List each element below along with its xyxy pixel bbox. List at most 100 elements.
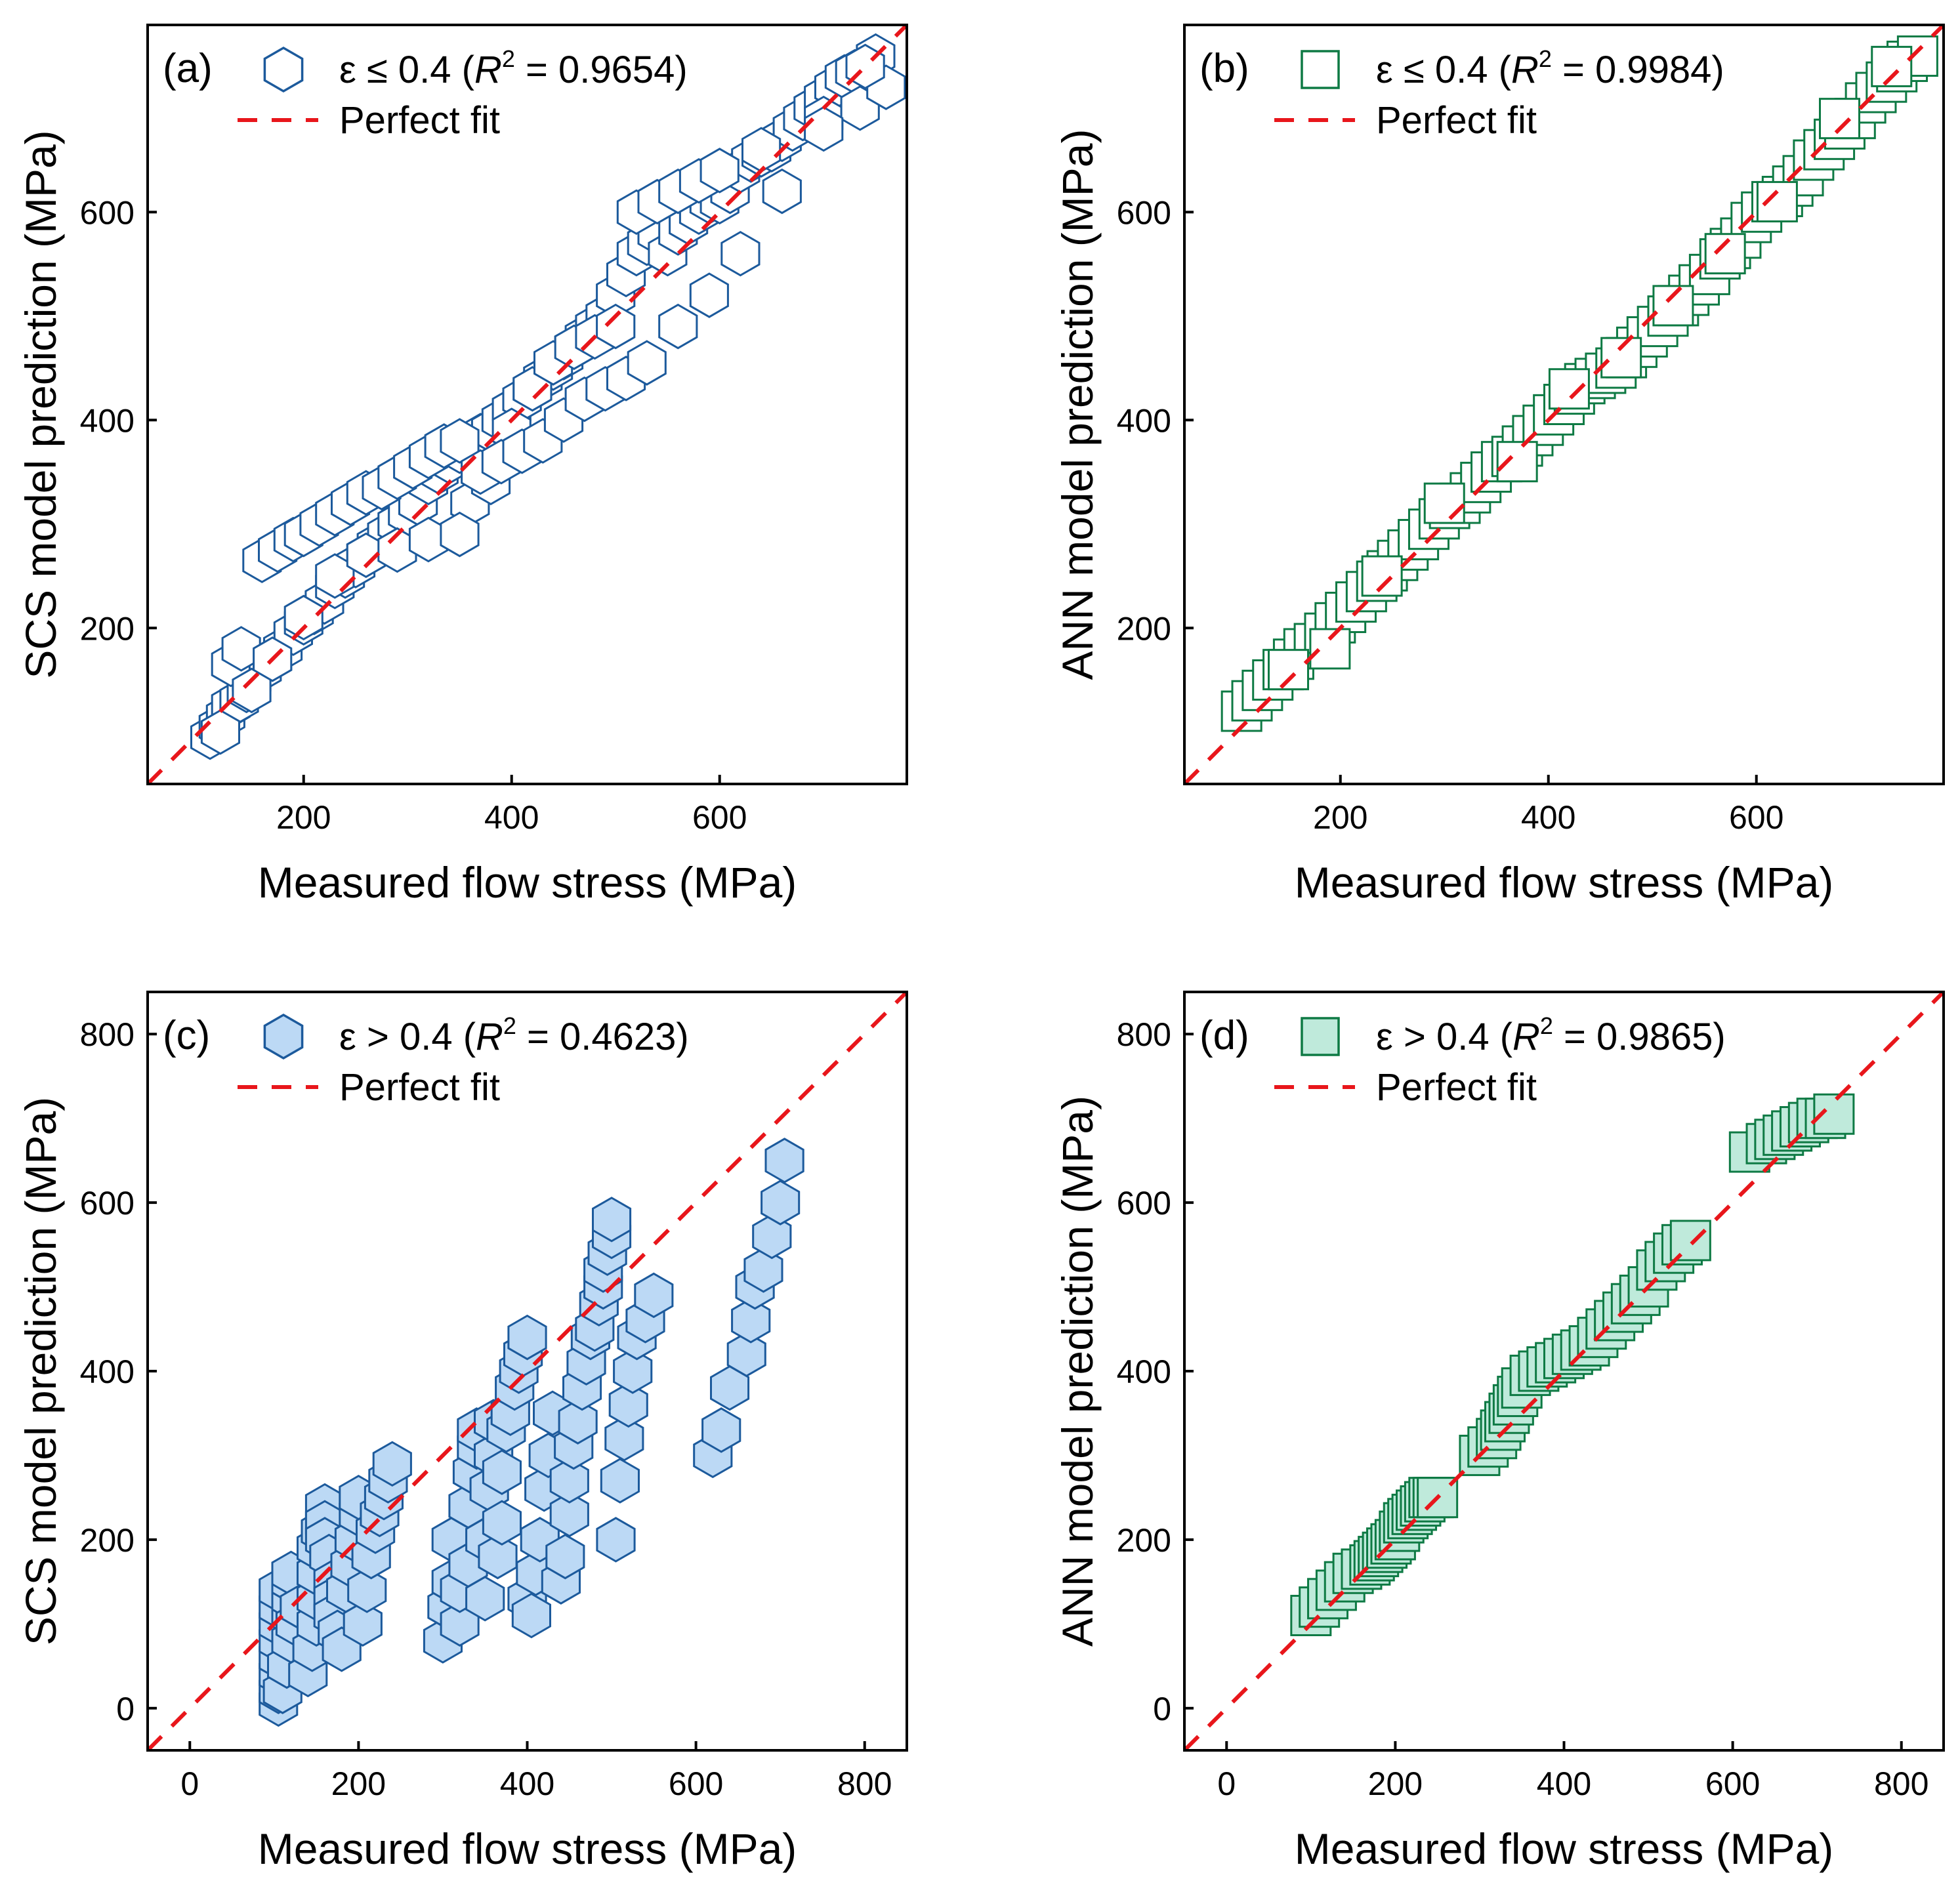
y-tick-label: 0 — [1153, 1691, 1171, 1727]
data-point — [507, 1314, 547, 1361]
y-tick-label: 600 — [1117, 1185, 1171, 1222]
panel-label: (d) — [1199, 1013, 1249, 1058]
perfect-fit-line — [1184, 25, 1944, 784]
legend-fit-label: Perfect fit — [1376, 1066, 1537, 1109]
panel-a-plot-area — [148, 25, 907, 784]
x-tick-label: 800 — [1874, 1765, 1929, 1802]
y-axis-title: ANN model prediction (MPa) — [1053, 1096, 1102, 1647]
data-point — [1423, 482, 1465, 524]
data-point — [752, 1213, 792, 1260]
x-tick-label: 0 — [180, 1765, 199, 1802]
data-point — [549, 1458, 589, 1504]
data-point — [596, 1517, 636, 1563]
data-point — [699, 148, 740, 194]
panel-c: 0 200 400 600 800 0 200 400 600 800 Measured flow … — [16, 991, 908, 1873]
data-point — [720, 230, 761, 277]
data-point — [1361, 555, 1403, 597]
y-tick-label: 200 — [1117, 610, 1171, 647]
panel-label: (a) — [163, 46, 213, 91]
legend: ε > 0.4 (R2 = 0.9865) Perfect fit — [1274, 1012, 1726, 1109]
data-point — [726, 1331, 766, 1378]
data-point — [762, 168, 802, 215]
x-tick-label: 600 — [692, 799, 747, 836]
x-tick-label: 600 — [1729, 799, 1783, 836]
x-tick-label: 200 — [1368, 1765, 1423, 1802]
legend-series-label: ε > 0.4 (R2 = 0.4623) — [339, 1012, 689, 1058]
data-point — [465, 1576, 505, 1622]
x-tick-label: 600 — [1705, 1765, 1760, 1802]
legend-fit-label: Perfect fit — [1376, 99, 1537, 142]
plot-frame — [1183, 24, 1945, 785]
legend-fit-label: Perfect fit — [339, 1066, 500, 1109]
legend-marker-icon — [263, 1013, 304, 1060]
x-axis-title: Measured flow stress (MPa) — [1295, 1824, 1834, 1873]
data-point — [1652, 285, 1694, 327]
y-tick-label: 600 — [80, 1185, 135, 1222]
y-axis-title: ANN model prediction (MPa) — [1053, 129, 1102, 680]
x-tick-label: 0 — [1217, 1765, 1236, 1802]
data-point — [482, 1500, 522, 1546]
perfect-fit-line — [148, 25, 907, 784]
data-point — [1267, 649, 1309, 691]
legend: ε > 0.4 (R2 = 0.4623) Perfect fit — [238, 1012, 689, 1109]
legend-marker-icon — [263, 46, 304, 93]
x-tick-label: 600 — [669, 1765, 723, 1802]
legend-series-label: ε > 0.4 (R2 = 0.9865) — [1376, 1012, 1726, 1058]
data-point — [613, 1348, 653, 1394]
data-point — [549, 1491, 589, 1538]
legend-marker-icon — [1301, 1017, 1340, 1056]
x-tick-label: 200 — [331, 1765, 386, 1802]
data-point — [440, 511, 480, 558]
data-point — [343, 1601, 383, 1647]
data-point — [627, 340, 667, 386]
panel-label: (c) — [163, 1013, 210, 1058]
data-point — [347, 1567, 387, 1613]
y-tick-label: 400 — [80, 1353, 135, 1390]
panel-a: 200 400 600 200 400 600 Measured flow stress (… — [16, 24, 908, 907]
x-tick-label: 400 — [1521, 799, 1575, 836]
y-tick-label: 400 — [80, 402, 135, 439]
data-point — [1600, 337, 1642, 379]
y-tick-label: 400 — [1117, 1353, 1171, 1390]
panel-label: (b) — [1199, 46, 1249, 91]
perfect-fit-line — [148, 992, 907, 1750]
y-tick-label: 200 — [80, 610, 135, 647]
data-point — [283, 594, 323, 641]
data-point — [440, 418, 480, 464]
data-point — [545, 1533, 585, 1580]
y-tick-label: 800 — [1117, 1016, 1171, 1053]
panel-d-plot-area — [1184, 992, 1944, 1750]
legend-series-label: ε ≤ 0.4 (R2 = 0.9654) — [339, 45, 688, 91]
panel-c-plot-area — [148, 992, 907, 1750]
panel-b-plot-area — [1184, 25, 1944, 784]
data-point — [1871, 45, 1913, 87]
x-axis-title: Measured flow stress (MPa) — [258, 1824, 797, 1873]
y-tick-label: 600 — [1117, 194, 1171, 231]
data-point — [482, 1449, 522, 1495]
perfect-fit-line — [1184, 992, 1944, 1750]
panel-b: 200 400 600 200 400 600 Measured flow stress (… — [1053, 24, 1945, 907]
legend: ε ≤ 0.4 (R2 = 0.9654) Perfect fit — [238, 45, 688, 142]
data-point — [1819, 98, 1861, 140]
y-tick-label: 800 — [80, 1016, 135, 1053]
data-point — [1704, 233, 1746, 275]
legend-marker-icon — [1301, 50, 1340, 89]
legend-fit-label: Perfect fit — [339, 99, 500, 142]
data-point — [1496, 441, 1538, 483]
plot-frame — [146, 24, 908, 785]
panel-d: 0 200 400 600 800 0 200 400 600 800 Measured flow … — [1053, 991, 1945, 1873]
data-point — [1756, 180, 1798, 222]
data-point — [1813, 1093, 1855, 1135]
data-point — [592, 1197, 632, 1243]
data-point — [804, 106, 844, 152]
data-point — [701, 1407, 741, 1453]
data-point — [731, 1298, 771, 1344]
y-tick-label: 400 — [1117, 402, 1171, 439]
data-point — [604, 1416, 644, 1462]
y-tick-label: 0 — [116, 1691, 135, 1727]
x-tick-label: 200 — [1313, 799, 1367, 836]
x-tick-label: 400 — [1537, 1765, 1591, 1802]
y-tick-label: 200 — [1117, 1522, 1171, 1559]
data-point — [689, 272, 729, 318]
